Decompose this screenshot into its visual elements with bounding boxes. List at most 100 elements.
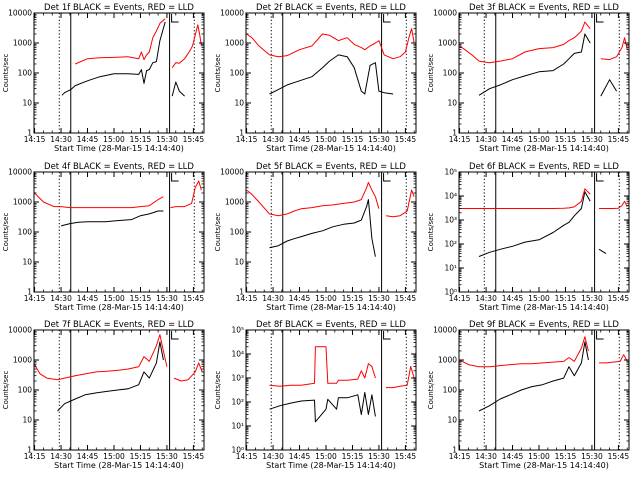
x-tick-label: 14:15 (236, 294, 258, 303)
series-lld-line (246, 181, 415, 218)
y-tick-label: 1000 (438, 39, 457, 48)
x-tick-label: 14:45 (502, 294, 524, 303)
x-tick-label: 14:15 (24, 135, 46, 144)
marker-bracket (596, 173, 604, 182)
marker-bracket (171, 14, 179, 23)
x-tick-label: 14:30 (262, 452, 284, 461)
y-tick-label: 10⁵ (231, 326, 244, 335)
x-tick-label: 15:45 (395, 452, 417, 461)
x-tick-label: 15:45 (608, 294, 630, 303)
series-lld-line (269, 346, 415, 389)
y-tick-label: 10 (22, 258, 32, 267)
series-lld-line (75, 18, 202, 68)
y-axis-label: Counts/sec (427, 213, 435, 252)
y-tick-label: 100 (18, 228, 33, 237)
x-tick-label: 15:30 (156, 135, 178, 144)
y-tick-label: 10⁴ (231, 350, 244, 359)
marker-bracket (383, 331, 391, 340)
x-tick-label: 15:00 (528, 294, 550, 303)
x-tick-label: 15:45 (608, 135, 630, 144)
y-tick-label: 1000 (13, 39, 32, 48)
x-tick-label: 15:00 (528, 452, 550, 461)
panel-title: Det 4f BLACK = Events, RED = LLD (44, 162, 194, 172)
x-tick-label: 15:15 (342, 135, 364, 144)
y-tick-label: 10⁰ (444, 288, 457, 297)
x-tick-label: 15:15 (130, 135, 152, 144)
x-axis-label: Start Time (28-Mar-15 14:14:40) (54, 144, 184, 153)
y-tick-label: 10 (234, 99, 244, 108)
y-tick-label: 10⁰ (231, 446, 244, 455)
x-tick-label: 15:00 (103, 135, 125, 144)
detector-panel: 1 10 100 1000 10000 14:15 14:30 14:45 15:00 15:15… (2, 320, 205, 470)
y-tick-label: 10000 (220, 168, 244, 177)
x-tick-label: 14:15 (449, 452, 471, 461)
detector-panel: 1 10 100 1000 10000 14:15 14:30 14:45 15:00 15:15… (427, 3, 630, 153)
x-tick-label: 14:30 (475, 452, 497, 461)
y-tick-label: 10000 (433, 9, 457, 18)
y-tick-label: 100 (443, 69, 458, 78)
x-tick-label: 15:45 (395, 135, 417, 144)
y-tick-label: 100 (230, 69, 245, 78)
detector-panel: 10⁰ 10¹ 10² 10³ 10⁴ 10⁵ 14:15 14:30 14:45 15:00 15… (427, 162, 630, 312)
panel-title: Det 7f BLACK = Events, RED = LLD (44, 320, 194, 330)
series-events-line (57, 341, 164, 412)
x-axis-label: Start Time (28-Mar-15 14:14:40) (266, 303, 396, 312)
y-axis-label: Counts/sec (2, 213, 10, 252)
y-tick-label: 10000 (8, 9, 32, 18)
y-tick-label: 1000 (225, 39, 244, 48)
x-tick-label: 15:00 (315, 294, 337, 303)
y-tick-label: 1 (452, 129, 457, 138)
marker-bracket (596, 14, 604, 23)
x-axis-label: Start Time (28-Mar-15 14:14:40) (266, 461, 396, 470)
y-tick-label: 1000 (13, 356, 32, 365)
y-tick-label: 1000 (225, 198, 244, 207)
x-tick-label: 14:45 (289, 452, 311, 461)
series-events-line (269, 391, 376, 423)
x-tick-label: 15:45 (183, 135, 205, 144)
y-tick-label: 1 (239, 129, 244, 138)
x-tick-label: 15:00 (528, 135, 550, 144)
x-axis-label: Start Time (28-Mar-15 14:14:40) (266, 144, 396, 153)
y-tick-label: 10000 (433, 326, 457, 335)
x-tick-label: 15:45 (183, 452, 205, 461)
marker-bracket (171, 173, 179, 182)
x-axis-label: Start Time (28-Mar-15 14:14:40) (54, 461, 184, 470)
x-tick-label: 15:30 (581, 135, 603, 144)
series-events-line (61, 211, 170, 226)
x-tick-label: 15:00 (315, 452, 337, 461)
panel-title: Det 8f BLACK = Events, RED = LLD (256, 320, 406, 330)
y-axis-label: Counts/sec (2, 54, 10, 93)
x-tick-label: 14:30 (475, 135, 497, 144)
x-tick-label: 14:30 (262, 294, 284, 303)
x-tick-label: 14:30 (50, 294, 72, 303)
y-tick-label: 10 (22, 99, 32, 108)
detector-panel: 1 10 100 1000 10000 14:15 14:30 14:45 15:00 15:15… (214, 3, 417, 153)
x-tick-label: 14:45 (502, 452, 524, 461)
y-axis-label: Counts/sec (2, 371, 10, 410)
x-tick-label: 14:15 (236, 135, 258, 144)
x-tick-label: 15:30 (581, 294, 603, 303)
x-tick-label: 14:45 (77, 135, 99, 144)
series-events-line (269, 199, 376, 257)
detector-panel: 10⁰ 10¹ 10² 10³ 10⁴ 10⁵ 14:15 14:30 14:45 15:00 15… (214, 320, 417, 470)
x-tick-label: 14:30 (262, 135, 284, 144)
x-tick-label: 14:15 (24, 294, 46, 303)
y-tick-label: 1000 (438, 356, 457, 365)
series-lld-line (459, 188, 628, 209)
y-axis-label: Counts/sec (427, 371, 435, 410)
x-tick-label: 14:15 (449, 294, 471, 303)
series-events-line (478, 341, 589, 412)
x-tick-label: 15:00 (315, 135, 337, 144)
series-events-line (478, 191, 607, 257)
y-tick-label: 10¹ (231, 422, 244, 431)
x-tick-label: 14:15 (24, 452, 46, 461)
y-tick-label: 1000 (13, 198, 32, 207)
x-tick-label: 14:30 (475, 294, 497, 303)
y-tick-label: 100 (18, 386, 33, 395)
series-events-line (478, 33, 618, 97)
panel-title: Det 5f BLACK = Events, RED = LLD (256, 162, 406, 172)
x-tick-label: 14:45 (77, 452, 99, 461)
y-tick-label: 10² (231, 398, 244, 407)
detector-panel: 1 10 100 1000 10000 14:15 14:30 14:45 15:00 15:15… (2, 3, 205, 153)
x-tick-label: 15:30 (368, 452, 390, 461)
